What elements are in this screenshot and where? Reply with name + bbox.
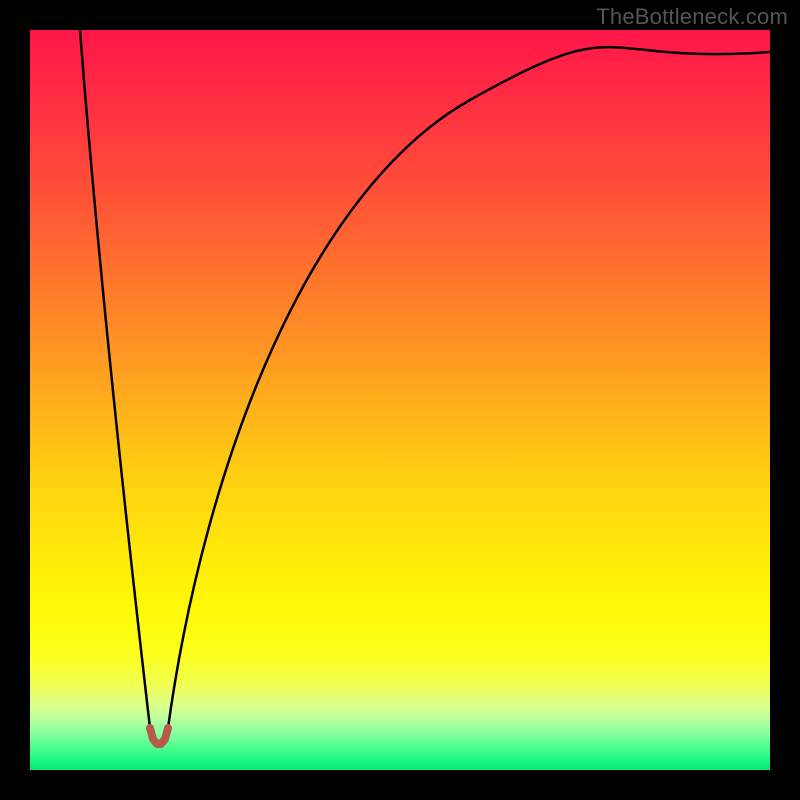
chart-frame: TheBottleneck.com	[0, 0, 800, 800]
watermark-text: TheBottleneck.com	[596, 4, 788, 30]
chart-svg	[30, 30, 770, 770]
plot-area	[30, 30, 770, 770]
